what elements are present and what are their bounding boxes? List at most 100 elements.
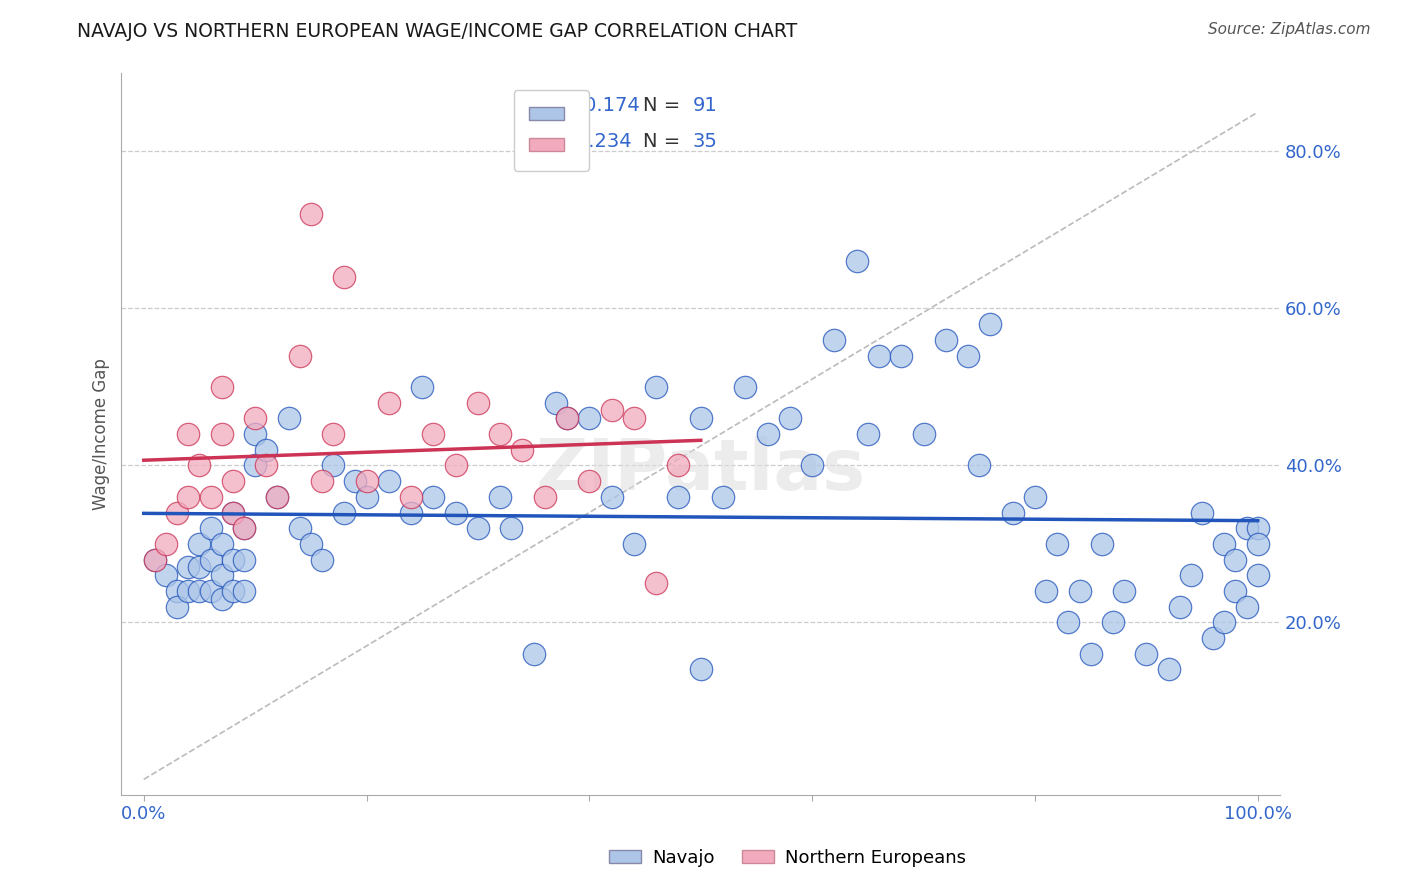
Point [467,521,489,535]
Point [444,506,467,520]
Point [1112,584,1135,599]
Point [177,560,200,574]
Point [422,490,444,504]
Point [143,552,166,566]
Point [299,207,322,221]
Point [177,490,200,504]
Point [266,490,288,504]
Text: R =: R = [527,132,569,151]
Point [399,506,422,520]
Point [254,458,277,473]
Point [211,380,233,394]
Point [344,474,367,488]
Point [711,490,734,504]
Text: 35: 35 [693,132,717,151]
Point [544,395,567,409]
Point [1180,568,1202,582]
Point [378,395,401,409]
Point [1091,537,1114,551]
Point [1168,599,1191,614]
Point [233,584,256,599]
Point [912,427,935,442]
Point [177,427,200,442]
Point [467,395,489,409]
Legend: , : , [513,90,589,170]
Point [1001,506,1024,520]
Point [200,490,222,504]
Point [222,584,245,599]
Point [645,576,668,591]
Point [200,584,222,599]
Point [1202,631,1225,645]
Point [935,333,957,347]
Point [233,552,256,566]
Point [1247,568,1270,582]
Point [166,584,188,599]
Point [489,427,512,442]
Point [856,427,879,442]
Point [689,411,711,425]
Point [200,521,222,535]
Point [501,521,523,535]
Point [200,552,222,566]
Point [967,458,990,473]
Point [979,317,1001,331]
Point [188,584,211,599]
Point [1236,599,1258,614]
Point [1080,647,1102,661]
Point [155,568,177,582]
Point [233,521,256,535]
Point [322,427,344,442]
Point [288,349,311,363]
Point [356,490,378,504]
Point [823,333,845,347]
Point [1247,521,1270,535]
Point [243,427,266,442]
Point [444,458,467,473]
Legend: Navajo, Northern Europeans: Navajo, Northern Europeans [602,842,973,874]
Point [623,537,645,551]
Point [734,380,756,394]
Point [188,458,211,473]
Point [254,442,277,457]
Point [166,599,188,614]
Point [689,663,711,677]
Point [1236,521,1258,535]
Point [523,647,546,661]
Point [333,270,356,285]
Point [890,349,912,363]
Text: 0.234: 0.234 [576,132,633,151]
Point [668,490,690,504]
Point [411,380,433,394]
Point [333,506,356,520]
Point [356,474,378,488]
Point [1024,490,1046,504]
Point [322,458,344,473]
Point [288,521,311,535]
Text: N =: N = [643,132,686,151]
Point [188,537,211,551]
Point [243,411,266,425]
Point [578,411,600,425]
Point [299,537,322,551]
Text: R =: R = [527,96,569,115]
Point [1247,537,1270,551]
Point [1057,615,1080,630]
Point [1225,584,1247,599]
Point [489,490,512,504]
Point [555,411,578,425]
Point [578,474,600,488]
Text: Source: ZipAtlas.com: Source: ZipAtlas.com [1208,22,1371,37]
Y-axis label: Wage/Income Gap: Wage/Income Gap [93,358,110,510]
Point [555,411,578,425]
Point [668,458,690,473]
Point [211,537,233,551]
Point [801,458,824,473]
Point [311,474,333,488]
Point [222,552,245,566]
Point [243,458,266,473]
Point [166,506,188,520]
Text: NAVAJO VS NORTHERN EUROPEAN WAGE/INCOME GAP CORRELATION CHART: NAVAJO VS NORTHERN EUROPEAN WAGE/INCOME … [77,22,797,41]
Point [211,591,233,606]
Point [1213,537,1236,551]
